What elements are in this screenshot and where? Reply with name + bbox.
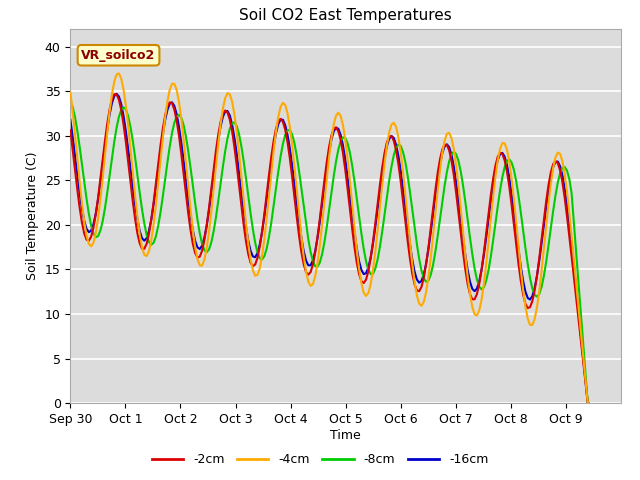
Title: Soil CO2 East Temperatures: Soil CO2 East Temperatures	[239, 9, 452, 24]
Legend: -2cm, -4cm, -8cm, -16cm: -2cm, -4cm, -8cm, -16cm	[147, 448, 493, 471]
Text: VR_soilco2: VR_soilco2	[81, 49, 156, 62]
X-axis label: Time: Time	[330, 429, 361, 442]
Y-axis label: Soil Temperature (C): Soil Temperature (C)	[26, 152, 39, 280]
